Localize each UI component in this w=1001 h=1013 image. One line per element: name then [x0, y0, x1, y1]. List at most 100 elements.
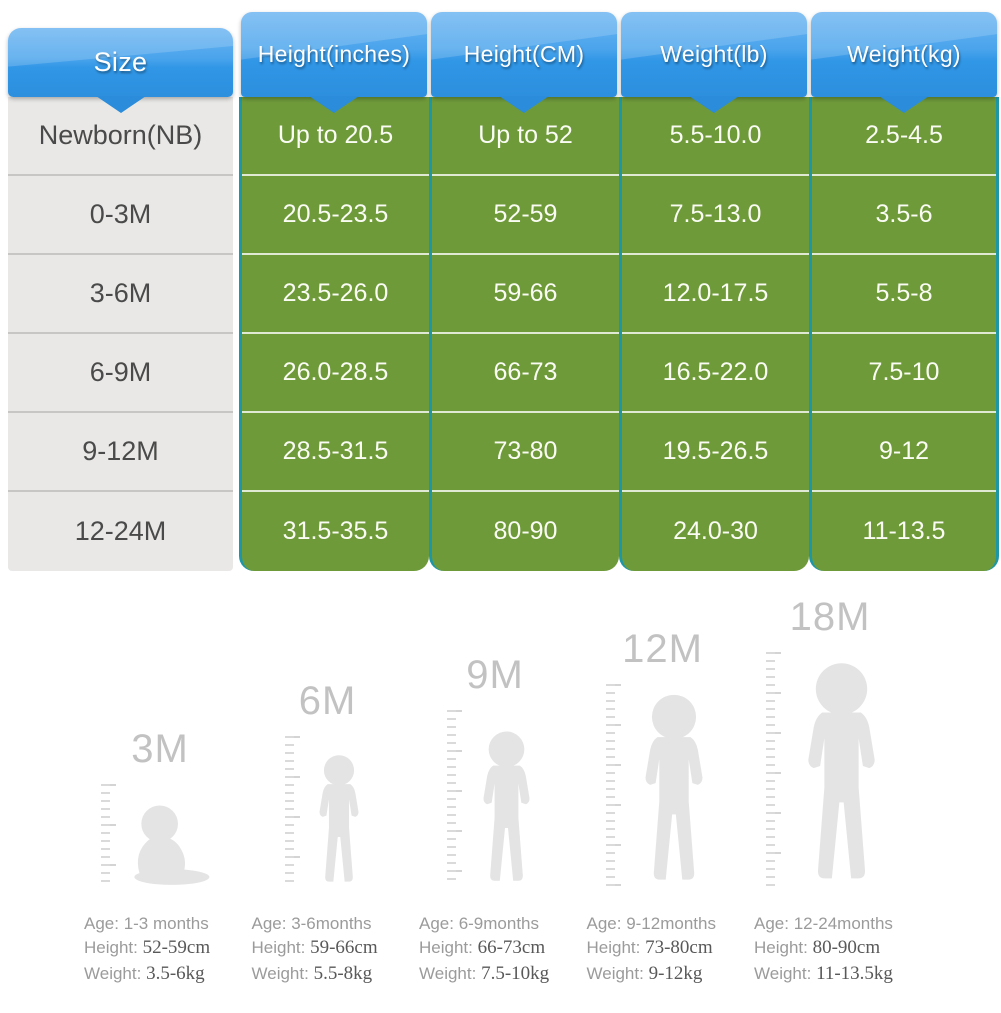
- figure-age-line: Age: 3-6months: [251, 914, 372, 933]
- height-label: Height:: [586, 938, 641, 958]
- column-header-weight-kg-label: Weight(kg): [847, 41, 961, 67]
- size-table: Size Newborn(NB) 0-3M 3-6M 6-9M 9-12M 12…: [8, 12, 1001, 571]
- table-cell: 9-12: [812, 413, 996, 492]
- column-header-height-cm: Height(CM): [431, 12, 617, 97]
- figure-weight-line: Weight: 3.5-6kg: [84, 961, 240, 986]
- table-cell: 80-90: [493, 517, 558, 545]
- figure-weight-line: Weight: 9-12kg: [587, 961, 743, 986]
- figure-group-12m: 12M Age: 9-12months Height: 73-80cm Weig…: [583, 627, 743, 986]
- table-cell: Up to 52: [432, 97, 619, 176]
- height-ruler: [101, 784, 116, 886]
- table-cell: 31.5-35.5: [282, 517, 389, 545]
- figure-info: Age: 12-24months Height: 80-90cm Weight:…: [750, 913, 910, 986]
- table-cell: 2.5-4.5: [812, 97, 996, 176]
- table-cell: 7.5-10: [812, 334, 996, 413]
- figure-age-label: 18M: [789, 595, 871, 639]
- size-cell: 12-24M: [8, 492, 233, 571]
- height-inches-body: Up to 20.5 20.5-23.5 23.5-26.0 26.0-28.5…: [239, 97, 429, 571]
- figure-info: Age: 6-9months Height: 66-73cm Weight: 7…: [415, 913, 575, 986]
- column-weight-kg: Weight(kg) 2.5-4.5 3.5-6 5.5-8 7.5-10 9-…: [809, 12, 999, 571]
- figure-row: [765, 652, 895, 886]
- table-cell: 5.5-8: [812, 255, 996, 334]
- figure-age-line: Age: 6-9months: [419, 914, 540, 933]
- column-weight-lb: Weight(lb) 5.5-10.0 7.5-13.0 12.0-17.5 1…: [619, 12, 809, 571]
- table-cell: 12.0-17.5: [622, 255, 809, 334]
- column-header-size: Size: [8, 28, 233, 97]
- table-cell: 20.5-23.5: [242, 176, 429, 255]
- figure-info: Age: 1-3 months Height: 52-59cm Weight: …: [80, 913, 240, 986]
- weight-kg-body: 2.5-4.5 3.5-6 5.5-8 7.5-10 9-12 11-13.5: [809, 97, 999, 571]
- column-header-size-label: Size: [93, 47, 148, 77]
- height-ruler: [446, 710, 462, 886]
- column-header-weight-lb-label: Weight(lb): [660, 41, 768, 67]
- figure-group-9m: 9M Age: 6-9months Height: 66-73cm Weight…: [415, 653, 575, 986]
- growth-figures: 3M Age: 1-3 months Height: 52-59cm Weigh…: [80, 595, 910, 986]
- size-cell: 6-9M: [8, 334, 233, 413]
- standing-child-silhouette: [319, 755, 358, 882]
- column-height-inches: Height(inches) Up to 20.5 20.5-23.5 23.5…: [239, 12, 429, 571]
- column-height-cm: Height(CM) Up to 52 52-59 59-66 66-73 73…: [429, 12, 619, 571]
- column-header-height-cm-label: Height(CM): [463, 41, 585, 67]
- standing-child-silhouette: [482, 731, 530, 881]
- height-label: Height:: [419, 938, 473, 958]
- height-label: Height:: [754, 938, 808, 958]
- table-cell: 28.5-31.5: [242, 413, 429, 492]
- figure-row: [284, 736, 371, 886]
- weight-label: Weight:: [419, 963, 477, 983]
- figure-age-label: 9M: [466, 653, 524, 697]
- figure-group-3m: 3M Age: 1-3 months Height: 52-59cm Weigh…: [80, 727, 240, 986]
- weight-value: 11-13.5kg: [816, 962, 893, 984]
- table-cell: 16.5-22.0: [622, 334, 809, 413]
- sitting-baby-silhouette: [134, 805, 210, 885]
- size-cell: 9-12M: [8, 413, 233, 492]
- table-cell: 23.5-26.0: [242, 255, 429, 334]
- weight-label: Weight:: [754, 963, 812, 983]
- table-cell: 73-80: [432, 413, 619, 492]
- height-value: 59-66cm: [310, 937, 378, 959]
- size-chart-infographic: Size Newborn(NB) 0-3M 3-6M 6-9M 9-12M 12…: [0, 12, 1001, 1013]
- height-ruler: [765, 652, 781, 886]
- weight-label: Weight:: [586, 963, 644, 983]
- weight-lb-body: 5.5-10.0 7.5-13.0 12.0-17.5 16.5-22.0 19…: [619, 97, 809, 571]
- figure-weight-line: Weight: 11-13.5kg: [754, 961, 910, 986]
- table-cell: 7.5-13.0: [622, 176, 809, 255]
- figure-height-line: Height: 59-66cm: [252, 935, 408, 960]
- figure-group-18m: 18M Age: 12-24months Height: 80-90cm Wei…: [750, 595, 910, 986]
- table-cell: 11-13.5: [862, 517, 946, 545]
- column-header-weight-lb: Weight(lb): [621, 12, 807, 97]
- table-cell: 52-59: [432, 176, 619, 255]
- column-header-weight-kg: Weight(kg): [811, 12, 997, 97]
- weight-value: 5.5-8kg: [313, 962, 373, 984]
- figure-height-line: Height: 73-80cm: [587, 935, 743, 960]
- figure-age-label: 6M: [298, 679, 357, 723]
- table-cell: 26.0-28.5: [242, 334, 429, 413]
- size-cell: 0-3M: [8, 176, 233, 255]
- table-cell: 5.5-10.0: [622, 97, 809, 176]
- size-column-body: Newborn(NB) 0-3M 3-6M 6-9M 9-12M 12-24M: [8, 97, 233, 571]
- column-size: Size Newborn(NB) 0-3M 3-6M 6-9M 9-12M 12…: [8, 12, 233, 571]
- figure-row: [446, 710, 544, 886]
- figure-height-line: Height: 66-73cm: [419, 935, 575, 960]
- height-label: Height:: [84, 938, 138, 958]
- figure-info: Age: 9-12months Height: 73-80cm Weight: …: [583, 913, 743, 986]
- column-header-height-inches-label: Height(inches): [257, 41, 411, 67]
- height-value: 66-73cm: [477, 937, 546, 959]
- weight-value: 3.5-6kg: [146, 962, 205, 984]
- figure-height-line: Height: 52-59cm: [84, 935, 240, 960]
- size-cell: 3-6M: [8, 255, 233, 334]
- standing-child-silhouette: [807, 663, 875, 879]
- figure-row: [605, 684, 720, 886]
- figure-age-line: Age: 12-24months: [754, 914, 893, 933]
- height-ruler: [284, 736, 300, 886]
- figure-age-label: 3M: [131, 727, 189, 771]
- figure-weight-line: Weight: 5.5-8kg: [252, 961, 408, 986]
- height-value: 52-59cm: [142, 937, 211, 959]
- column-header-height-inches: Height(inches): [241, 12, 427, 97]
- height-value: 80-90cm: [812, 937, 881, 959]
- figure-height-line: Height: 80-90cm: [754, 935, 910, 960]
- figure-age-line: Age: 9-12months: [586, 914, 716, 933]
- height-ruler: [605, 684, 621, 886]
- weight-value: 7.5-10kg: [481, 962, 550, 984]
- table-cell: 19.5-26.5: [622, 413, 809, 492]
- weight-value: 9-12kg: [648, 962, 703, 984]
